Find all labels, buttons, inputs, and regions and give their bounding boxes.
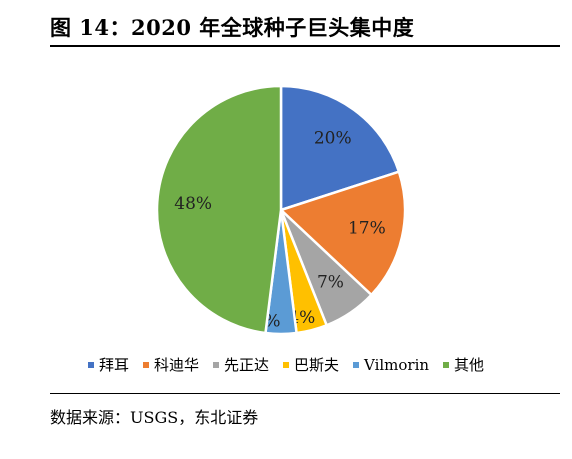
legend-label-5: Vilmorin — [364, 355, 430, 374]
slice-label-1: 20% — [314, 128, 352, 148]
source-note: 数据来源：USGS，东北证券 — [50, 408, 259, 427]
legend-item-3: 先正达 — [212, 354, 269, 375]
legend-swatch-1 — [87, 361, 94, 368]
legend-swatch-5 — [353, 361, 359, 368]
pie-slice-6 — [155, 84, 283, 335]
slice-label-2: 17% — [348, 219, 386, 239]
legend-item-2: 科迪华 — [142, 354, 199, 375]
legend-item-4: 巴斯夫 — [282, 354, 339, 375]
legend-item-6: 其他 — [443, 354, 484, 375]
legend-swatch-6 — [443, 361, 450, 368]
slice-label-3: 7% — [317, 272, 344, 292]
title-rule — [50, 45, 560, 47]
chart-legend: 拜耳 科迪华 先正达 巴斯夫 Vilmorin 其他 — [0, 354, 572, 375]
legend-item-5: Vilmorin — [353, 354, 429, 375]
legend-label-1: 拜耳 — [98, 356, 129, 374]
pie-slice-2 — [278, 170, 407, 297]
pie-slice-1 — [279, 84, 401, 212]
legend-label-2: 科迪华 — [153, 356, 199, 374]
slice-label-6: 48% — [174, 194, 212, 214]
legend-label-6: 其他 — [454, 356, 485, 374]
legend-label-4: 巴斯夫 — [293, 356, 339, 374]
source-rule — [50, 393, 560, 394]
legend-swatch-2 — [142, 361, 149, 368]
figure-title: 图 14：2020 年全球种子巨头集中度 — [50, 15, 415, 40]
legend-label-3: 先正达 — [223, 356, 269, 374]
legend-item-1: 拜耳 — [87, 354, 129, 375]
legend-swatch-3 — [212, 361, 219, 368]
legend-swatch-4 — [282, 361, 289, 368]
